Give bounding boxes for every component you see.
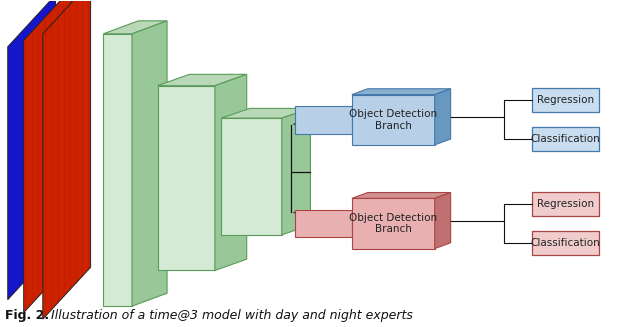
- Text: Object Detection
Branch: Object Detection Branch: [349, 109, 437, 130]
- Polygon shape: [352, 89, 451, 95]
- Polygon shape: [282, 108, 310, 235]
- Polygon shape: [43, 0, 91, 319]
- Polygon shape: [132, 21, 167, 306]
- Polygon shape: [215, 74, 246, 270]
- Polygon shape: [24, 0, 72, 313]
- Text: Fig. 2.: Fig. 2.: [4, 309, 49, 322]
- Polygon shape: [294, 210, 352, 237]
- Polygon shape: [103, 21, 167, 34]
- Text: Illustration of a time@3 model with day and night experts: Illustration of a time@3 model with day …: [43, 309, 413, 322]
- Polygon shape: [532, 88, 599, 112]
- Text: Classification: Classification: [531, 238, 600, 248]
- Text: Object Detection
Branch: Object Detection Branch: [349, 213, 437, 234]
- Text: Classification: Classification: [531, 134, 600, 144]
- Polygon shape: [532, 192, 599, 216]
- Polygon shape: [532, 127, 599, 151]
- Polygon shape: [103, 34, 132, 306]
- Polygon shape: [352, 95, 435, 145]
- Polygon shape: [294, 106, 352, 133]
- Text: Regression: Regression: [537, 199, 594, 209]
- Polygon shape: [435, 193, 451, 249]
- Polygon shape: [352, 193, 451, 198]
- Polygon shape: [435, 89, 451, 145]
- Polygon shape: [532, 231, 599, 255]
- Text: Regression: Regression: [537, 95, 594, 105]
- Polygon shape: [221, 118, 282, 235]
- Polygon shape: [157, 86, 215, 270]
- Polygon shape: [221, 108, 310, 118]
- Polygon shape: [157, 74, 246, 86]
- Polygon shape: [352, 198, 435, 249]
- Polygon shape: [8, 0, 56, 300]
